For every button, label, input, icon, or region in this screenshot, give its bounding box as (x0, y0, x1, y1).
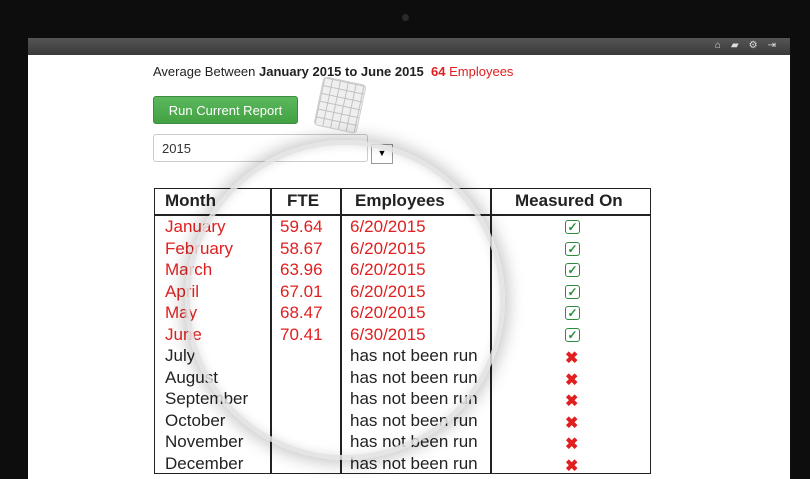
month-cell: October (165, 410, 226, 430)
fte-cell: 68.47 (280, 303, 323, 322)
measured-on-cell: 6/20/2015 (350, 281, 426, 301)
fte-cell: 59.64 (280, 217, 323, 236)
top-bar: ⌂ ▰ ⚙ ⇥ (28, 38, 790, 55)
measured-on-cell: has not been run (350, 389, 478, 408)
month-cell: April (165, 281, 200, 301)
month-cell: February (165, 238, 234, 258)
measured-on-cell: has not been run (350, 346, 478, 365)
measured-on-cell: 6/20/2015 (350, 238, 426, 258)
x-icon: ✖ (565, 414, 579, 432)
measured-on-cell: 6/30/2015 (350, 324, 426, 344)
fte-cell: 67.01 (280, 281, 323, 301)
fte-cell: 58.67 (280, 238, 323, 258)
month-cell: June (165, 324, 202, 344)
check-icon: ✓ (565, 220, 580, 234)
x-icon: ✖ (565, 350, 579, 367)
measured-on-cell: 6/20/2015 (350, 260, 426, 279)
header-divider (155, 214, 650, 216)
measured-on-cell: has not been run (350, 410, 478, 430)
x-icon: ✖ (565, 371, 579, 389)
summary-range: January 2015 to June 2015 (259, 64, 424, 79)
employee-count: 64 (431, 64, 446, 79)
month-cell: August (165, 367, 218, 387)
month-cell: March (165, 260, 213, 279)
fte-cell: 63.96 (280, 260, 323, 279)
check-icon: ✓ (565, 284, 580, 299)
fte-cell: 70.41 (280, 324, 323, 344)
gear-icon[interactable]: ⚙ (748, 40, 758, 51)
header-employees: Employees (355, 191, 445, 210)
header-measured-on: Measured On (515, 191, 623, 210)
column-divider (340, 189, 342, 473)
x-icon: ✖ (565, 393, 579, 410)
webcam (402, 14, 409, 21)
month-cell: January (165, 217, 226, 236)
message-icon[interactable]: ▰ (730, 40, 739, 51)
check-icon: ✓ (565, 327, 580, 342)
report-table: Month FTE Employees Measured On January 59.64… (154, 188, 651, 475)
column-divider (490, 189, 492, 473)
employee-count-label: Employees (449, 64, 514, 79)
home-icon[interactable]: ⌂ (714, 40, 721, 51)
measured-on-cell: has not been run (350, 432, 478, 451)
year-select[interactable]: 2015 (153, 134, 368, 162)
header-month: Month (165, 191, 216, 210)
run-current-report-button[interactable]: Run Current Report (153, 96, 298, 124)
measured-on-cell: has not been run (350, 367, 478, 387)
check-icon: ✓ (565, 263, 580, 277)
x-icon: ✖ (565, 457, 579, 475)
measured-on-cell: 6/20/2015 (350, 303, 426, 322)
laptop-screen: ⌂ ▰ ⚙ ⇥ Average Between January 2015 to … (28, 38, 790, 479)
month-cell: November (165, 432, 244, 451)
month-cell: September (165, 389, 249, 408)
check-icon: ✓ (565, 241, 580, 256)
calendar-icon (313, 75, 367, 135)
month-cell: May (165, 303, 198, 322)
header-fte: FTE (287, 191, 320, 210)
summary-text: Average Between January 2015 to June 201… (153, 64, 513, 79)
logout-icon[interactable]: ⇥ (767, 40, 776, 51)
summary-prefix: Average Between (153, 64, 256, 79)
month-cell: December (165, 453, 244, 473)
measured-on-cell: has not been run (350, 453, 478, 473)
measured-on-cell: 6/20/2015 (350, 217, 426, 236)
month-cell: July (165, 346, 196, 365)
check-icon: ✓ (565, 306, 580, 320)
chevron-down-icon[interactable]: ▼ (371, 144, 393, 164)
column-divider (270, 189, 272, 473)
x-icon: ✖ (565, 436, 579, 453)
